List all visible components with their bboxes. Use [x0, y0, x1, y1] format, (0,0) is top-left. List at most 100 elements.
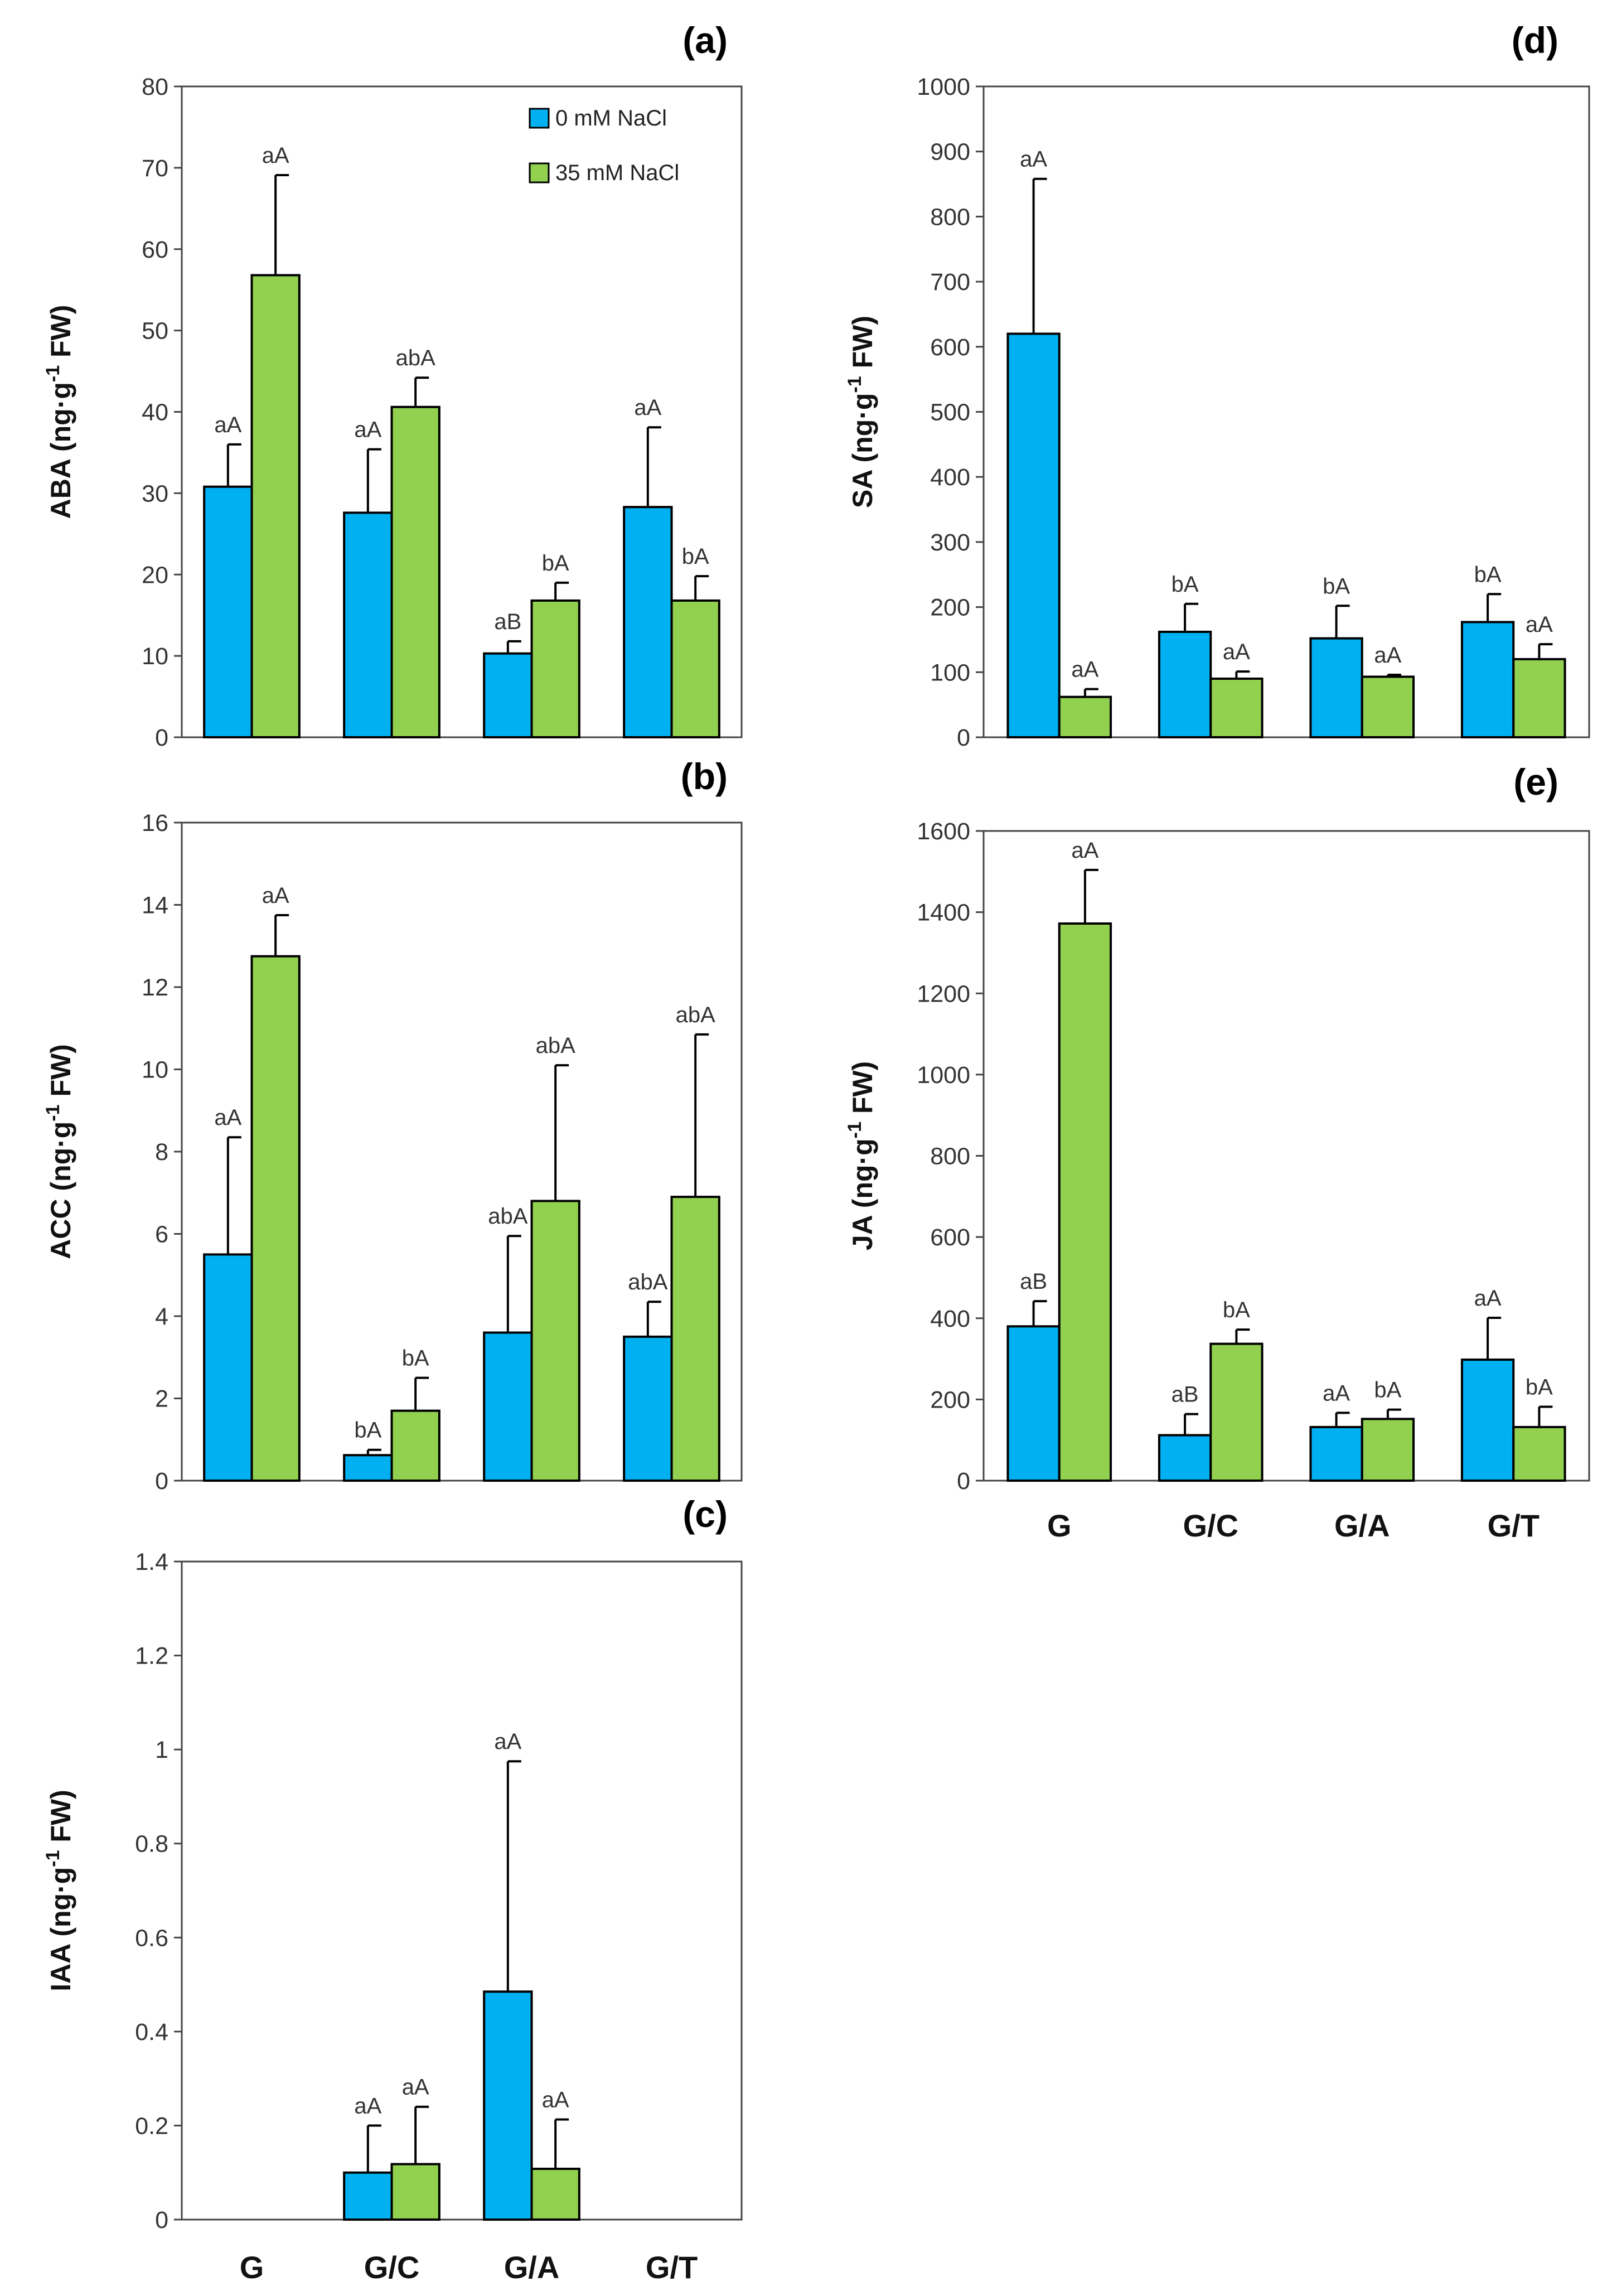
significance-label: abA	[628, 1270, 667, 1294]
significance-label: bA	[1374, 1378, 1401, 1403]
bar-e-G/A-35mM	[1361, 1418, 1415, 1482]
y-tick-label: 0	[155, 724, 168, 751]
panel-b: 0 2 4 6 8 10 12 14 16 ACC (ng·g-1 FW) (b) aA aA bA bA a…	[42, 756, 743, 1495]
y-tick-label: 30	[142, 480, 168, 507]
bar-c-G/A-35mM	[530, 2167, 580, 2221]
bar-d-G-35mM	[1058, 695, 1112, 738]
significance-label: bA	[1474, 562, 1502, 587]
panel-label-a: (a)	[682, 20, 728, 61]
significance-label: aA	[354, 2094, 381, 2118]
y-tick-label: 1600	[917, 818, 970, 845]
bar-a-G/A-35mM	[530, 599, 580, 739]
bar-c-G/C-35mM	[390, 2163, 440, 2221]
category-label-G/A: G/A	[504, 2250, 560, 2285]
bar-d-G/C-35mM	[1209, 677, 1264, 738]
significance-label: bA	[402, 1346, 429, 1371]
y-tick-label: 1000	[917, 1062, 970, 1089]
panel-label-b: (b)	[681, 756, 728, 797]
significance-label: aA	[214, 413, 241, 437]
y-tick-label: 600	[930, 334, 970, 361]
bar-b-G/C-0mM	[343, 1454, 393, 1482]
y-tick-label: 800	[930, 1143, 970, 1170]
y-tick-label: 0	[155, 2207, 168, 2234]
legend-label: 35 mM NaCl	[555, 161, 679, 185]
significance-label: bA	[1172, 572, 1199, 597]
y-tick-label: 70	[142, 155, 168, 182]
y-tick-label: 10	[142, 1057, 168, 1084]
panel-e: 0 200 400 600 800 1000 1200 1400 1600 JA (ng·g-1 …	[844, 761, 1590, 1543]
y-tick-label: 1	[155, 1737, 168, 1763]
significance-label: aA	[1374, 643, 1401, 668]
y-axis-label: ABA (ng·g-1 FW)	[42, 305, 76, 519]
y-tick-label: 1.2	[135, 1643, 168, 1670]
bar-b-G/C-35mM	[390, 1409, 440, 1482]
significance-label: aA	[494, 1729, 521, 1754]
category-label-G: G	[240, 2250, 264, 2285]
y-tick-label: 16	[142, 810, 168, 837]
bar-e-G/C-35mM	[1209, 1342, 1264, 1482]
bar-c-G/C-0mM	[343, 2171, 393, 2221]
y-tick-label: 1200	[917, 980, 970, 1007]
panel-c: 0 0.2 0.4 0.6 0.8 1 1.2 1.4 IAA (ng·g-1 FW) (c) Ga…	[42, 1493, 743, 2285]
bar-a-G/A-0mM	[483, 652, 533, 739]
panel-label-d: (d)	[1512, 20, 1558, 61]
panel-d: 0 100 200 300 400 500 600 700 800 900 1000 SA (ng·g…	[844, 20, 1590, 751]
bar-e-G/T-35mM	[1512, 1425, 1566, 1482]
significance-label: aA	[1526, 612, 1553, 637]
y-tick-label: 600	[930, 1224, 970, 1251]
y-tick-label: 400	[930, 464, 970, 491]
y-tick-label: 900	[930, 139, 970, 166]
legend-label: 0 mM NaCl	[555, 106, 667, 130]
significance-label: aA	[634, 395, 661, 420]
bar-a-G-0mM	[203, 485, 253, 739]
category-label-G/C: G/C	[1183, 1508, 1238, 1543]
significance-label: aA	[354, 418, 381, 442]
legend-swatch	[529, 108, 550, 129]
y-tick-label: 400	[930, 1306, 970, 1332]
significance-label: aA	[1323, 1381, 1350, 1405]
bar-a-G/C-0mM	[343, 511, 393, 738]
y-tick-label: 1.4	[135, 1549, 168, 1575]
significance-label: bA	[1323, 574, 1350, 598]
significance-label: aA	[1223, 640, 1250, 664]
significance-label: abA	[396, 346, 435, 370]
panel-label-e: (e)	[1513, 761, 1558, 803]
y-axis-label: JA (ng·g-1 FW)	[844, 1061, 878, 1250]
significance-label: abA	[488, 1204, 527, 1229]
bar-b-G/A-0mM	[483, 1331, 533, 1482]
significance-label: bA	[682, 544, 709, 569]
legend-swatch	[529, 162, 550, 183]
y-tick-label: 100	[930, 659, 970, 686]
significance-label: aA	[262, 143, 289, 168]
bar-b-G/A-35mM	[530, 1200, 580, 1482]
panel-label-c: (c)	[682, 1493, 728, 1535]
category-label-G/T: G/T	[646, 2250, 698, 2285]
y-tick-label: 4	[155, 1303, 168, 1330]
y-tick-label: 40	[142, 399, 168, 426]
category-label-G: G	[1047, 1508, 1072, 1543]
y-tick-label: 50	[142, 318, 168, 345]
y-tick-label: 20	[142, 562, 168, 588]
bar-b-G-0mM	[203, 1253, 253, 1482]
significance-label: bA	[1526, 1375, 1553, 1399]
y-tick-label: 0.4	[135, 2019, 168, 2046]
y-tick-label: 10	[142, 643, 168, 670]
plot-area-c	[181, 1560, 743, 2221]
y-axis-label: ACC (ng·g-1 FW)	[42, 1044, 76, 1259]
significance-label: aA	[1071, 838, 1098, 863]
bar-d-G/T-0mM	[1460, 621, 1515, 739]
significance-label: aA	[1020, 147, 1047, 172]
y-tick-label: 200	[930, 1386, 970, 1413]
bar-e-G-0mM	[1006, 1325, 1061, 1482]
y-tick-label: 200	[930, 594, 970, 621]
y-tick-label: 700	[930, 269, 970, 296]
bar-e-G/C-0mM	[1158, 1434, 1212, 1482]
significance-label: aB	[494, 610, 521, 634]
significance-label: aA	[262, 883, 289, 908]
y-tick-label: 2	[155, 1386, 168, 1413]
bar-a-G/T-35mM	[670, 599, 720, 739]
significance-label: bA	[542, 551, 569, 576]
y-tick-label: 8	[155, 1139, 168, 1166]
panel-a: 0 10 20 30 40 50 60 70 80 ABA (ng·g-1 FW) (a) aA aA a…	[42, 20, 743, 751]
category-label-G/A: G/A	[1334, 1508, 1390, 1543]
